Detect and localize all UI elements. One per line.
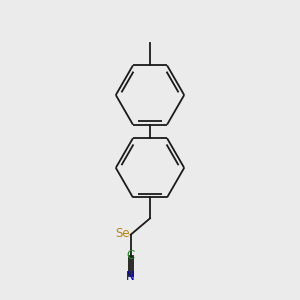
- Text: C: C: [127, 249, 135, 262]
- Text: Se: Se: [115, 227, 130, 240]
- Text: N: N: [126, 270, 135, 283]
